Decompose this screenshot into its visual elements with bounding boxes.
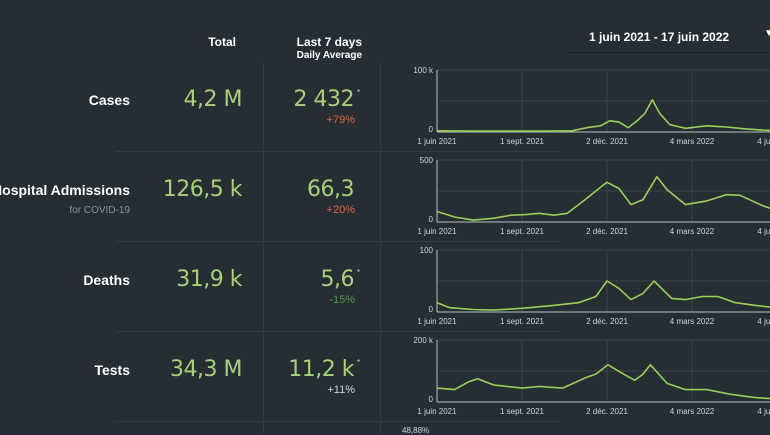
y-tick-label: 0 xyxy=(429,305,434,314)
change-percent: +20% xyxy=(326,204,355,216)
divider xyxy=(115,151,560,152)
caret-down-icon: ▼ xyxy=(764,28,770,39)
total-value: 34,3 M xyxy=(170,357,242,382)
row-note: for COVID-19 xyxy=(69,205,130,216)
x-tick-label: 2 déc. 2021 xyxy=(586,317,628,326)
series-line xyxy=(436,175,770,221)
x-tick-label: 1 juin 2021 xyxy=(417,227,457,236)
divider xyxy=(380,62,381,433)
row-label: Tests xyxy=(94,362,130,378)
x-tick-label: 4 juin 2022 xyxy=(757,407,770,416)
x-tick-label: 4 mars 2022 xyxy=(670,407,715,416)
header-last7: Last 7 days xyxy=(296,35,362,49)
partial-axis-label: 48,88% xyxy=(402,426,430,435)
x-tick-label: 4 juin 2022 xyxy=(757,137,770,146)
header-total: Total xyxy=(208,35,236,49)
header-daily-average: Daily Average xyxy=(296,50,362,61)
date-range-label: 1 juin 2021 - 17 juin 2022 xyxy=(589,30,730,44)
x-tick-label: 1 sept. 2021 xyxy=(500,137,545,146)
total-value: 126,5 k xyxy=(162,177,243,202)
x-tick-label: 4 mars 2022 xyxy=(670,317,715,326)
series-line xyxy=(436,363,770,400)
y-tick-label: 100 xyxy=(420,246,434,255)
x-tick-label: 2 déc. 2021 xyxy=(586,227,628,236)
avg-value: 11,2 k xyxy=(288,357,354,382)
x-tick-label: 4 juin 2022 xyxy=(757,227,770,236)
date-range-picker[interactable]: 1 juin 2021 - 17 juin 2022 ▼ xyxy=(568,22,770,53)
footnote-marker: * xyxy=(357,88,361,97)
divider xyxy=(115,241,560,242)
y-tick-label: 0 xyxy=(429,395,434,404)
divider xyxy=(115,331,560,332)
x-tick-label: 1 juin 2021 xyxy=(417,317,457,326)
series-line xyxy=(436,280,770,311)
total-value: 31,9 k xyxy=(176,267,242,292)
x-tick-label: 4 mars 2022 xyxy=(670,227,715,236)
x-tick-label: 1 juin 2021 xyxy=(417,407,457,416)
row-label: Deaths xyxy=(83,272,130,288)
row-label: Hospital Admissions xyxy=(0,182,130,198)
y-tick-label: 200 k xyxy=(413,336,434,345)
change-percent: -15% xyxy=(329,294,355,306)
x-tick-label: 4 mars 2022 xyxy=(670,137,715,146)
footnote-marker: * xyxy=(357,358,361,367)
y-tick-label: 100 k xyxy=(413,66,434,75)
x-tick-label: 2 déc. 2021 xyxy=(586,407,628,416)
total-value: 4,2 M xyxy=(183,87,243,112)
avg-value: 66,3 xyxy=(307,177,354,202)
y-tick-label: 500 xyxy=(420,156,434,165)
change-percent: +79% xyxy=(326,114,355,126)
avg-value: 5,6 xyxy=(320,267,355,292)
x-tick-label: 1 sept. 2021 xyxy=(500,407,545,416)
x-tick-label: 1 juin 2021 xyxy=(417,137,457,146)
x-tick-label: 4 juin 2022 xyxy=(757,317,770,326)
series-line xyxy=(436,99,770,132)
x-tick-label: 1 sept. 2021 xyxy=(500,317,545,326)
divider xyxy=(263,62,264,433)
x-tick-label: 1 sept. 2021 xyxy=(500,227,545,236)
divider xyxy=(115,421,560,422)
y-tick-label: 0 xyxy=(429,215,434,224)
footnote-marker: * xyxy=(357,268,361,277)
y-tick-label: 0 xyxy=(429,125,434,134)
x-tick-label: 2 déc. 2021 xyxy=(586,137,628,146)
change-percent: +11% xyxy=(327,384,355,396)
row-label: Cases xyxy=(88,92,130,108)
avg-value: 2 432 xyxy=(293,87,355,112)
